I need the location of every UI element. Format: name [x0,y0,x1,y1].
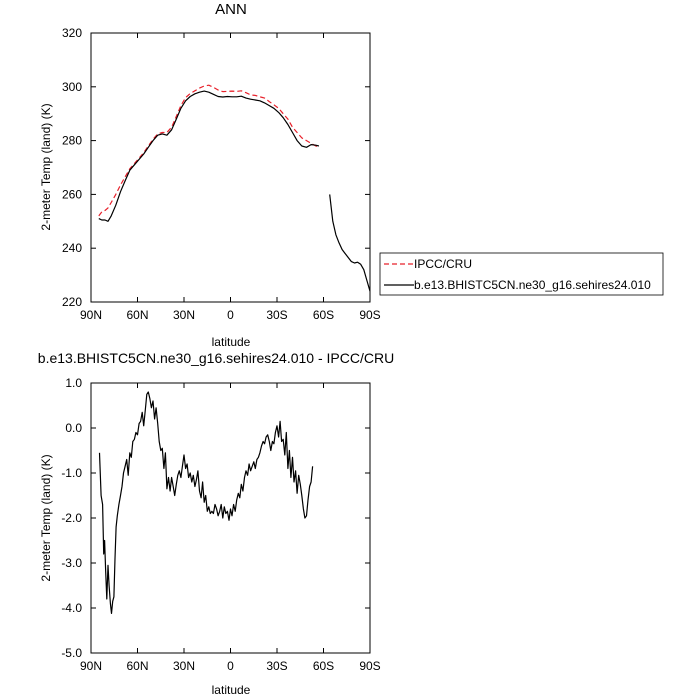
top-x-tick-label-4: 30S [266,308,287,322]
top-x-tick-label-0: 90N [80,308,102,322]
top-y-tick-label-2: 260 [62,187,82,201]
top-y-tick-label-3: 280 [62,134,82,148]
legend-box [379,252,664,296]
top-y-tick-label-5: 320 [62,26,82,40]
top-panel: ANN latitude 2-meter Temp (land) (K) 220… [39,1,381,349]
top-series-1-segment-1 [329,194,371,292]
bottom-plot-frame [90,382,371,654]
top-x-tick-label-2: 30N [173,308,195,322]
bottom-x-tick-label-0: 90N [80,659,102,673]
bottom-axis-ticks [90,382,371,654]
bottom-y-tick-label-1: -4.0 [61,601,82,615]
top-y-axis-label: 2-meter Temp (land) (K) [39,103,53,230]
bottom-y-tick-label-2: -3.0 [61,556,82,570]
bottom-y-tick-label-3: -2.0 [61,511,82,525]
top-y-tick-label-1: 240 [62,241,82,255]
bottom-x-tick-label-2: 30N [173,659,195,673]
top-x-tick-label-5: 60S [313,308,334,322]
legend-label-ipcc-cru: IPCC/CRU [414,257,472,271]
bottom-y-tick-labels: -5.0 -4.0 -3.0 -2.0 -1.0 0.0 1.0 [61,376,82,660]
legend-label-model: b.e13.BHISTC5CN.ne30_g16.sehires24.010 [414,278,651,292]
bottom-x-tick-labels: 90N 60N 30N 0 30S 60S 90S [80,659,381,673]
top-x-tick-label-1: 60N [126,308,148,322]
top-series-lines [98,84,371,292]
bottom-y-axis-label: 2-meter Temp (land) (K) [39,454,53,581]
top-y-tick-label-4: 300 [62,80,82,94]
top-x-axis-label: latitude [212,335,251,349]
top-plot-frame [90,32,371,303]
bottom-y-tick-label-5: 0.0 [65,421,82,435]
bottom-series-0-segment-0 [98,391,314,615]
bottom-y-tick-label-4: -1.0 [61,466,82,480]
top-y-tick-labels: 220 240 260 280 300 320 [62,26,82,309]
bottom-x-tick-label-6: 90S [359,659,380,673]
bottom-x-tick-label-3: 0 [227,659,234,673]
top-series-0-segment-0 [98,84,320,217]
top-series-1-segment-0 [98,90,320,222]
bottom-chart-title: b.e13.BHISTC5CN.ne30_g16.sehires24.010 -… [38,350,394,366]
top-chart-title: ANN [215,1,247,18]
top-x-tick-labels: 90N 60N 30N 0 30S 60S 90S [80,308,381,322]
bottom-panel: b.e13.BHISTC5CN.ne30_g16.sehires24.010 -… [38,350,394,697]
bottom-series-lines [98,391,314,615]
bottom-y-tick-label-0: -5.0 [61,646,82,660]
bottom-x-axis-label: latitude [212,683,251,697]
bottom-x-tick-label-4: 30S [266,659,287,673]
bottom-y-tick-label-6: 1.0 [65,376,82,390]
top-x-tick-label-6: 90S [359,308,380,322]
legend: IPCC/CRU b.e13.BHISTC5CN.ne30_g16.sehire… [379,252,664,296]
top-y-tick-label-0: 220 [62,295,82,309]
bottom-x-tick-label-1: 60N [126,659,148,673]
top-x-tick-label-3: 0 [227,308,234,322]
bottom-x-tick-label-5: 60S [313,659,334,673]
